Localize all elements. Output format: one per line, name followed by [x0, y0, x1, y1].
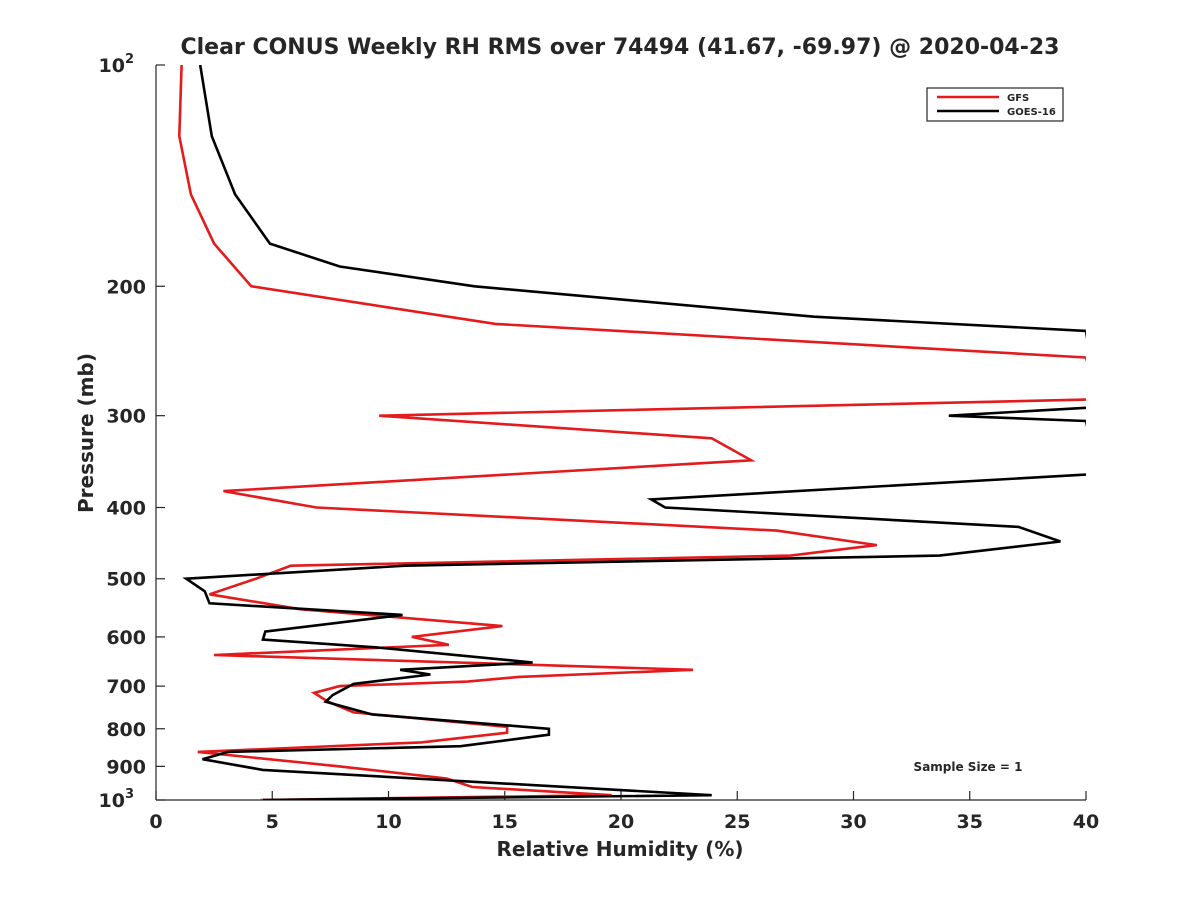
y-tick-label: 300: [106, 406, 146, 428]
y-tick-label: 103: [99, 787, 135, 812]
x-axis-label: Relative Humidity (%): [496, 837, 743, 861]
y-axis: 102 200 300 400 500 600 700 800 900 103: [99, 52, 165, 812]
x-tick-label: 25: [724, 811, 750, 833]
chart-title: Clear CONUS Weekly RH RMS over 74494 (41…: [181, 35, 1060, 60]
x-tick-label: 20: [608, 811, 634, 833]
x-tick-label: 5: [266, 811, 279, 833]
x-tick-label: 30: [840, 811, 866, 833]
x-tick-label: 15: [492, 811, 518, 833]
y-tick-label: 700: [106, 676, 146, 698]
legend-box: [926, 87, 1064, 122]
y-axis-label: Pressure (mb): [74, 353, 98, 513]
y-tick-label: 900: [106, 756, 146, 778]
series-line-gfs: [177, 65, 1086, 800]
x-axis: 0 5 10 15 20 25 30 35 40: [149, 791, 1099, 833]
legend-label: GOES-16: [1007, 107, 1056, 118]
y-tick-label: 400: [106, 498, 146, 520]
y-tick-label: 500: [106, 569, 146, 591]
x-tick-label: 10: [375, 811, 401, 833]
series-line-goes-16: [182, 65, 1086, 800]
legend-label: GFS: [1007, 93, 1029, 104]
sample-size-annotation: Sample Size = 1: [914, 760, 1023, 774]
x-tick-label: 35: [957, 811, 983, 833]
y-tick-label: 600: [106, 627, 146, 649]
x-tick-label: 0: [149, 811, 162, 833]
y-tick-label: 800: [106, 719, 146, 741]
legend: GFS GOES-16: [926, 87, 1064, 122]
x-tick-label: 40: [1073, 811, 1099, 833]
y-tick-label: 200: [106, 276, 146, 298]
y-tick-label: 102: [99, 52, 135, 77]
series-layer: [177, 65, 1086, 800]
